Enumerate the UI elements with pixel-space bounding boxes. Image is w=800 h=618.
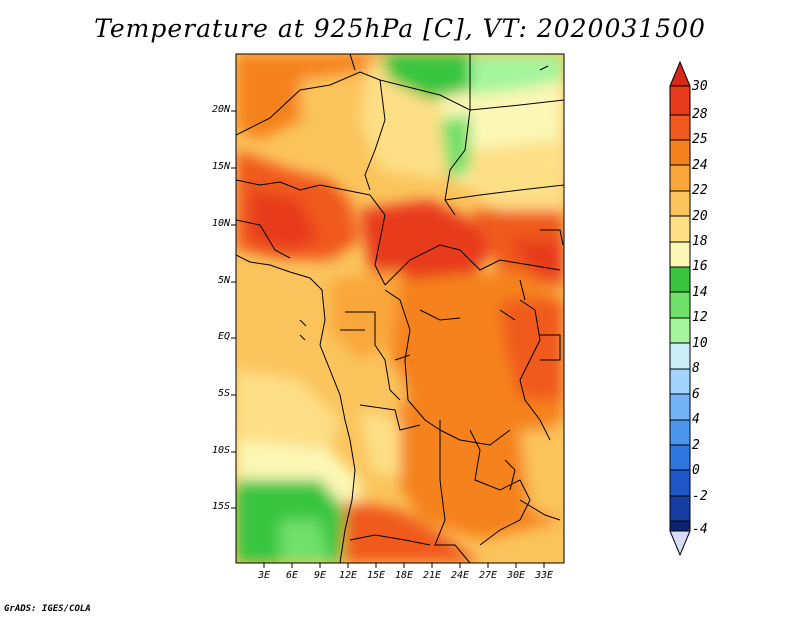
map-frame xyxy=(235,53,565,564)
colorbar-label: 25 xyxy=(692,132,708,147)
lon-label: 27E xyxy=(478,570,498,581)
credit-text: GrADS: IGES/COLA xyxy=(4,604,91,614)
colorbar-label: -4 xyxy=(692,522,708,537)
lat-label: 5S xyxy=(217,388,230,399)
lat-label: 15S xyxy=(211,501,230,512)
lon-label: 12E xyxy=(338,570,358,581)
lon-label: 24E xyxy=(450,570,470,581)
temperature-field xyxy=(236,54,564,563)
colorbar-below-triangle xyxy=(669,530,691,557)
lat-label: 10S xyxy=(211,445,230,456)
lon-label: 9E xyxy=(313,570,327,581)
lon-label: 6E xyxy=(285,570,299,581)
lat-label: 5N xyxy=(217,275,230,286)
lat-label: EQ xyxy=(217,331,230,342)
colorbar-label: 14 xyxy=(692,285,708,300)
lon-label: 33E xyxy=(534,570,554,581)
colorbar-label: 6 xyxy=(692,387,700,402)
chart-title: Temperature at 925hPa [C], VT: 202003150… xyxy=(94,14,706,43)
colorbar-label: 30 xyxy=(692,79,708,94)
lat-label: 15N xyxy=(211,161,230,172)
colorbar-label: 16 xyxy=(692,259,708,274)
lat-label: 20N xyxy=(211,104,230,115)
lon-label: 30E xyxy=(506,570,526,581)
lon-label: 18E xyxy=(394,570,414,581)
colorbar-label: 8 xyxy=(692,361,700,376)
lon-label: 15E xyxy=(366,570,386,581)
colorbar-label: 22 xyxy=(692,183,708,198)
colorbar-label: 0 xyxy=(692,463,700,478)
colorbar xyxy=(669,60,691,557)
colorbar-label: 4 xyxy=(692,412,700,427)
colorbar-label: 28 xyxy=(692,107,708,122)
colorbar-label: 24 xyxy=(692,158,708,173)
colorbar-above-triangle xyxy=(669,60,691,87)
lon-label: 21E xyxy=(422,570,442,581)
colorbar-label: 12 xyxy=(692,310,708,325)
colorbar-label: -2 xyxy=(692,489,708,504)
colorbar-label: 20 xyxy=(692,209,708,224)
lon-label: 3E xyxy=(257,570,271,581)
lat-label: 10N xyxy=(211,218,230,229)
colorbar-label: 18 xyxy=(692,234,708,249)
colorbar-label: 10 xyxy=(692,336,708,351)
colorbar-label: 2 xyxy=(692,438,700,453)
